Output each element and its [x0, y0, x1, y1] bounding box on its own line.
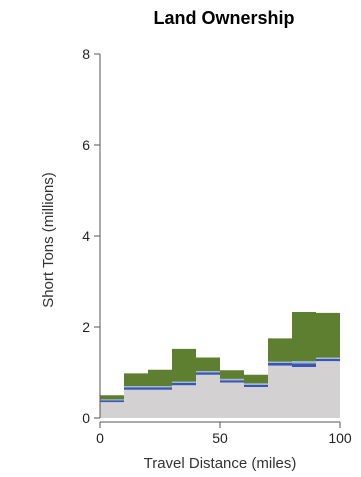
- x-axis-label: Travel Distance (miles): [144, 455, 297, 472]
- x-tick-label: 50: [212, 430, 228, 446]
- x-tick-label: 100: [328, 430, 352, 446]
- series-4-area: [100, 311, 340, 400]
- series-1-area: [100, 361, 340, 418]
- y-tick-label: 0: [82, 410, 90, 426]
- y-tick-label: 8: [82, 46, 90, 62]
- series-layer: [100, 311, 340, 418]
- y-tick-label: 4: [82, 228, 90, 244]
- axis-layer: 0 2 4 6 8 0 50 100: [82, 46, 352, 446]
- y-axis-label: Short Tons (millions): [40, 172, 57, 308]
- series-2-area: [100, 358, 340, 403]
- y-tick-label: 6: [82, 137, 90, 153]
- x-tick-label: 0: [96, 430, 104, 446]
- y-tick-label: 2: [82, 319, 90, 335]
- chart-title: Land Ownership: [153, 8, 294, 28]
- label-layer: Land Ownership Travel Distance (miles) S…: [40, 8, 296, 472]
